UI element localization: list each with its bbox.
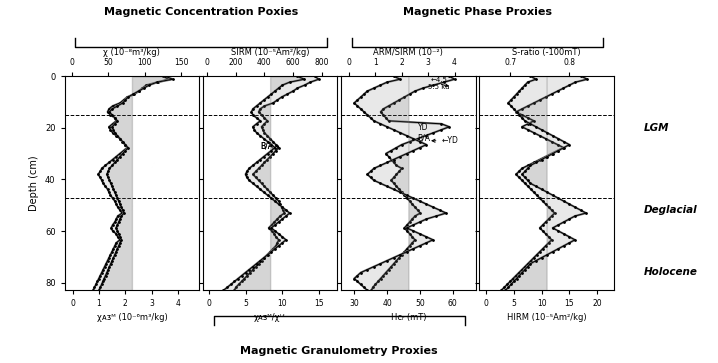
X-axis label: ARM/SIRM (10⁻²): ARM/SIRM (10⁻²): [373, 48, 443, 57]
X-axis label: χᴀᴣᴹ (10⁻⁶m³/kg): χᴀᴣᴹ (10⁻⁶m³/kg): [96, 313, 167, 322]
Text: Magnetic Granulometry Proxies: Magnetic Granulometry Proxies: [241, 346, 438, 356]
Text: LGM: LGM: [643, 123, 669, 133]
Text: Magnetic Phase Proxies: Magnetic Phase Proxies: [403, 7, 552, 17]
X-axis label: χᴀᴣᴹ/χᴸᶠ: χᴀᴣᴹ/χᴸᶠ: [254, 313, 286, 322]
Text: Holocene: Holocene: [643, 267, 697, 277]
Text: B/A→: B/A→: [260, 142, 279, 150]
X-axis label: SIRM (10⁻⁵Am²/kg): SIRM (10⁻⁵Am²/kg): [231, 48, 309, 57]
X-axis label: Hᴄᵣ (mT): Hᴄᵣ (mT): [391, 313, 426, 322]
Text: Magnetic Concentration Poxies: Magnetic Concentration Poxies: [104, 7, 298, 17]
X-axis label: χ (10⁻⁸m³/kg): χ (10⁻⁸m³/kg): [103, 48, 160, 57]
Y-axis label: Depth (cm): Depth (cm): [29, 155, 39, 211]
Text: B/A→: B/A→: [260, 142, 279, 150]
Text: YD
B/A: YD B/A: [418, 123, 431, 143]
Text: ←YD: ←YD: [432, 136, 458, 145]
X-axis label: S-ratio (-100mT): S-ratio (-100mT): [512, 48, 581, 57]
Text: ←4.5
5.5 ka: ←4.5 5.5 ka: [428, 77, 449, 90]
Text: Deglacial: Deglacial: [643, 205, 697, 215]
X-axis label: HIRM (10⁻⁵Am²/kg): HIRM (10⁻⁵Am²/kg): [507, 313, 587, 322]
